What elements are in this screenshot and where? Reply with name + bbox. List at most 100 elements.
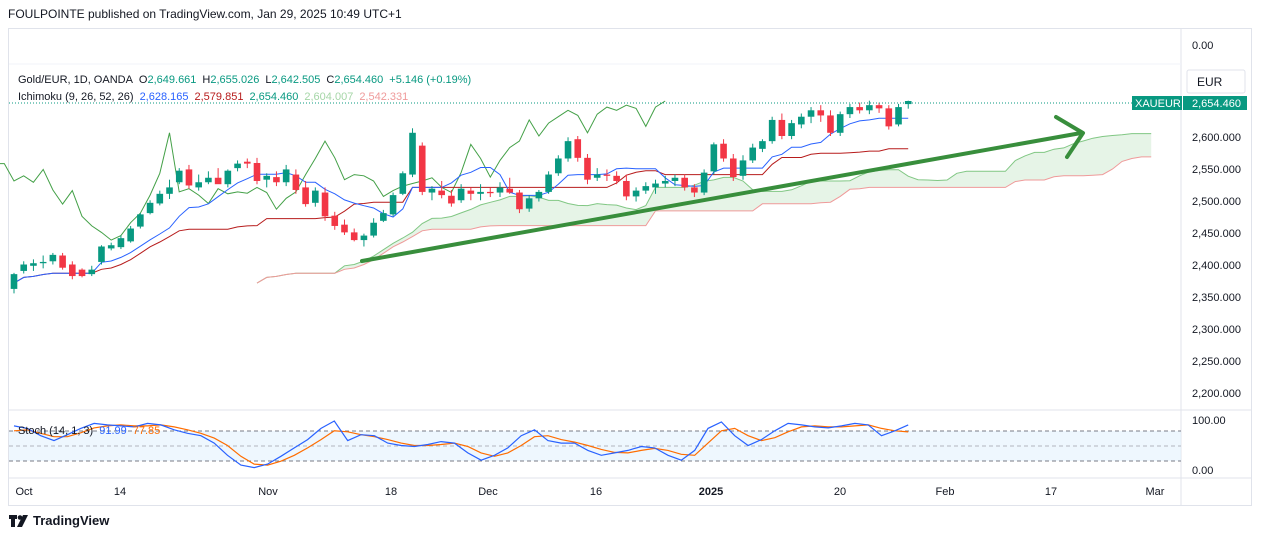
candle-body xyxy=(895,107,902,125)
candle-body xyxy=(545,174,552,192)
legend-symbol-line[interactable]: Gold/EUR, 1D, OANDA O2,649.661 H2,655.026 L… xyxy=(18,74,471,86)
candle-body xyxy=(185,169,193,186)
candle-body xyxy=(146,202,154,214)
symbol-name: Gold/EUR, 1D, OANDA xyxy=(18,74,134,86)
candle-body xyxy=(457,188,465,201)
candle-body xyxy=(720,143,727,159)
candle-body xyxy=(370,222,377,236)
candle-body xyxy=(681,177,688,188)
candle-body xyxy=(282,169,290,183)
candle-body xyxy=(78,269,86,277)
legend-ichimoku-line[interactable]: Ichimoku (9, 26, 52, 26) 2,628.165 2,579.8… xyxy=(18,91,408,103)
candle-body xyxy=(350,232,358,241)
time-tick-label: 14 xyxy=(114,486,126,498)
currency-box[interactable]: EUR xyxy=(1186,69,1246,94)
candle-body xyxy=(234,163,241,169)
candle-body xyxy=(292,174,300,190)
low-value: 2,642.505 xyxy=(271,74,320,86)
candle-body xyxy=(564,141,572,159)
candle-body xyxy=(623,180,630,197)
time-tick-label: 20 xyxy=(834,486,846,498)
stoch-tick-label: 100.00 xyxy=(1192,415,1226,427)
stoch-name: Stoch (14, 1, 3) xyxy=(18,425,93,437)
candle-body xyxy=(360,235,368,241)
candle-body xyxy=(428,188,436,193)
senkou-span-b-line xyxy=(256,156,1152,284)
candle-body xyxy=(156,193,164,204)
candle-body xyxy=(691,187,698,193)
candle-body xyxy=(59,255,66,268)
candle-body xyxy=(827,115,834,133)
candle-body xyxy=(30,263,37,266)
time-tick-label: Dec xyxy=(478,486,498,498)
ichimoku-name: Ichimoku (9, 26, 52, 26) xyxy=(18,91,134,103)
kijun-value: 2,579.851 xyxy=(195,91,244,103)
candle-body xyxy=(817,110,825,116)
candle-body xyxy=(69,264,76,277)
candle-body xyxy=(263,175,271,180)
candle-body xyxy=(20,264,28,271)
time-tick-label: 2025 xyxy=(699,486,723,498)
candle-body xyxy=(506,188,514,193)
svg-text:Ichimoku (9, 26, 52, 26)2,628.: Ichimoku (9, 26, 52, 26) 2,628.165 2,579.8… xyxy=(18,91,408,103)
candle-body xyxy=(117,238,125,248)
high-value: 2,655.026 xyxy=(210,74,259,86)
candle-body xyxy=(866,105,873,111)
candle-body xyxy=(253,162,261,181)
tradingview-logo[interactable]: TradingView xyxy=(9,513,109,528)
price-tick-label: 2,500.000 xyxy=(1192,196,1241,208)
candle-body xyxy=(137,214,144,227)
candle-body xyxy=(555,158,562,174)
candle-body xyxy=(788,123,795,136)
candle-body xyxy=(593,174,601,178)
candle-body xyxy=(438,190,445,196)
candle-body xyxy=(904,101,912,105)
publish-info: FOULPOINTE published on TradingView.com,… xyxy=(8,7,402,21)
time-axis[interactable]: Oct 14 Nov 18 Dec 16 2025 20 Feb 17 Mar xyxy=(15,486,1164,498)
candle-body xyxy=(321,192,329,217)
candle-body xyxy=(584,157,591,180)
time-tick-label: 16 xyxy=(590,486,602,498)
candle-body xyxy=(389,195,397,215)
candle-body xyxy=(98,246,105,262)
candle-body xyxy=(88,269,96,275)
candle-body xyxy=(574,139,582,158)
candle-body xyxy=(700,172,708,193)
candle-body xyxy=(671,177,679,181)
price-tick-label: 2,400.000 xyxy=(1192,260,1241,272)
legend-stoch-line[interactable]: Stoch (14, 1, 3) 91.99 77.85 xyxy=(18,425,160,437)
span-a-value: 2,604.007 xyxy=(304,91,353,103)
tenkan-sen-line xyxy=(13,117,909,284)
span-b-value: 2,542.331 xyxy=(359,91,408,103)
tradingview-logo-icon xyxy=(9,514,28,527)
candle-body xyxy=(836,114,844,133)
chart-frame[interactable] xyxy=(8,28,1252,506)
candle-body xyxy=(224,170,232,185)
candle-body xyxy=(768,119,776,142)
candle-body xyxy=(661,180,669,184)
candle-body xyxy=(856,107,863,111)
trend-arrow[interactable] xyxy=(360,115,1085,263)
candle-body xyxy=(632,190,640,197)
stoch-tick-label: 0.00 xyxy=(1192,465,1213,477)
tenkan-value: 2,628.165 xyxy=(140,91,189,103)
candle-body xyxy=(535,191,543,199)
candle-body xyxy=(127,228,134,242)
candle-body xyxy=(10,274,18,289)
time-tick-label: Nov xyxy=(258,486,278,498)
symbol-tag-label: XAUEUR xyxy=(1135,98,1181,110)
change-value: +5.146 (+0.19%) xyxy=(389,74,471,86)
candle-body xyxy=(166,187,173,194)
candle-body xyxy=(409,132,416,175)
stoch-axis[interactable]: 100.00 0.00 xyxy=(1192,415,1226,477)
candle-body xyxy=(331,215,339,226)
candle-body xyxy=(798,116,805,125)
time-tick-label: Mar xyxy=(1146,486,1165,498)
price-axis[interactable]: 0.00 2,600.000 2,550.000 2,500.000 2,450.000… xyxy=(1192,40,1241,400)
candle-body xyxy=(302,187,309,205)
candle-body xyxy=(273,177,280,183)
candle-body xyxy=(418,145,426,192)
candle-body xyxy=(496,187,504,193)
